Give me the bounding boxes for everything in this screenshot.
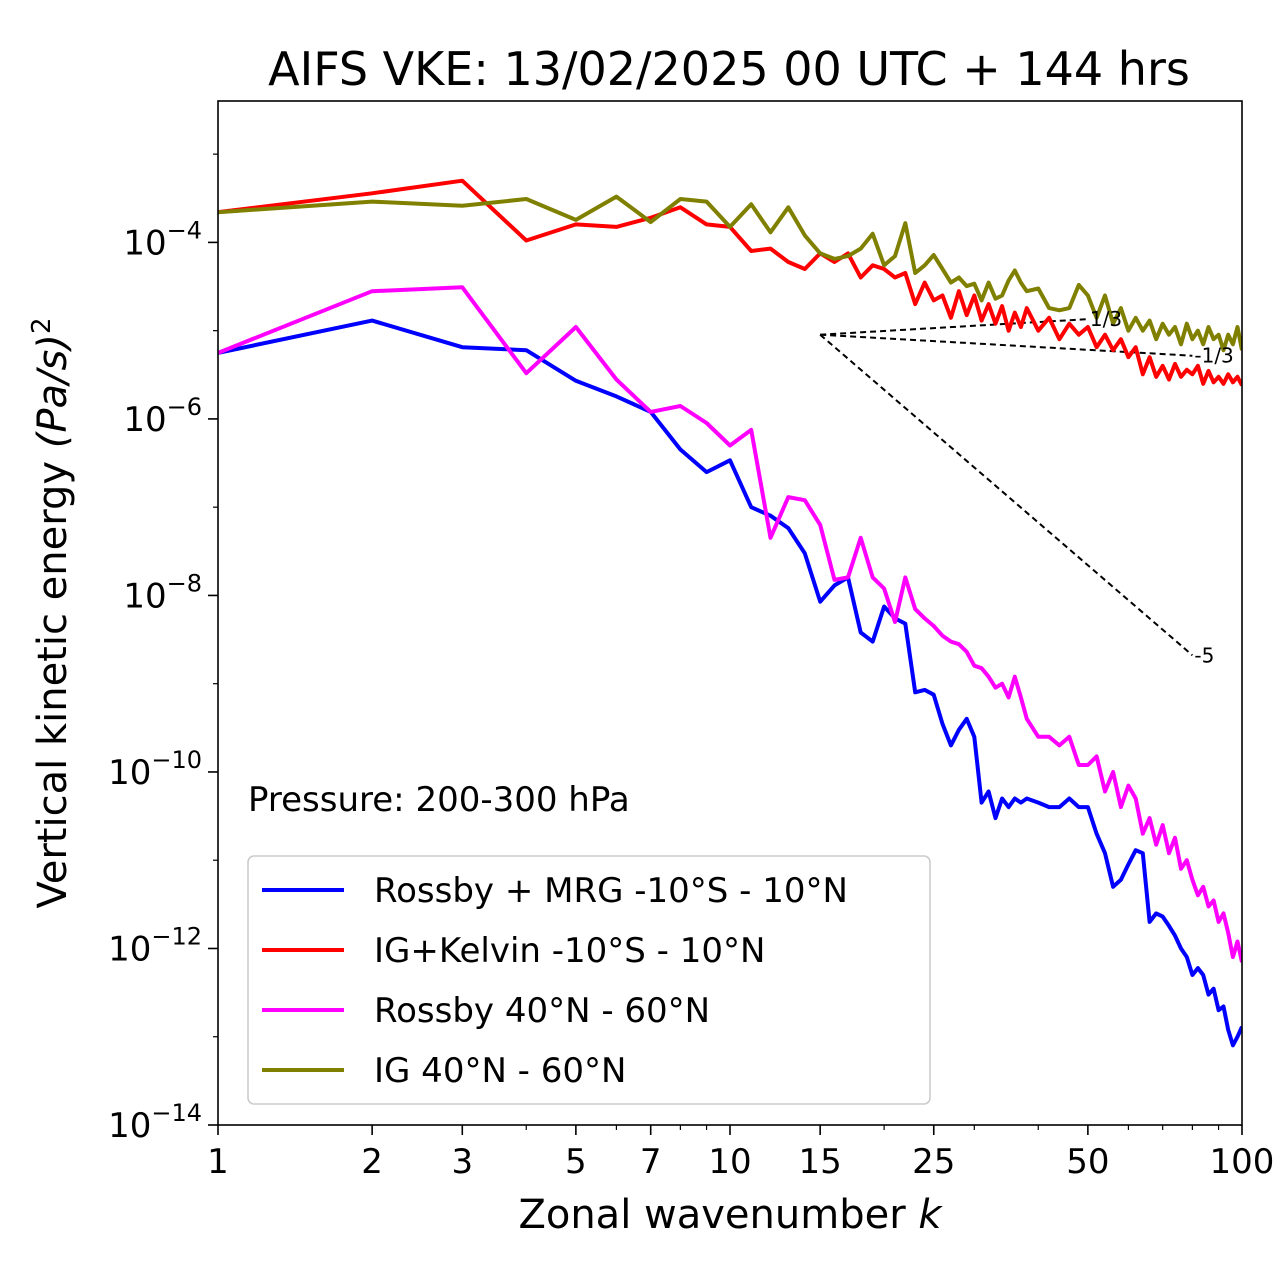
legend-box bbox=[247, 855, 931, 1105]
reference-line-labels: 1/3 -1/3 -5 bbox=[1090, 307, 1234, 667]
legend-label: Rossby 40°N - 60°N bbox=[374, 991, 710, 1031]
y-tick-label: 10−4 bbox=[123, 216, 202, 263]
series-line bbox=[218, 178, 1242, 387]
x-tick-label: 50 bbox=[1066, 1142, 1109, 1182]
reference-line-label: -1/3 bbox=[1194, 344, 1233, 368]
x-axis-label: Zonal wavenumber k bbox=[518, 1192, 943, 1238]
y-tick-label: 10−8 bbox=[123, 569, 202, 616]
x-tick-label: 3 bbox=[451, 1142, 473, 1182]
series-line bbox=[218, 285, 1242, 963]
x-tick-label: 2 bbox=[361, 1142, 383, 1182]
x-tick-label: 10 bbox=[708, 1142, 751, 1182]
chart-title: AIFS VKE: 13/02/2025 00 UTC + 144 hrs bbox=[268, 42, 1190, 96]
y-tick-label: 10−12 bbox=[108, 922, 202, 969]
reference-line-label: 1/3 bbox=[1090, 307, 1122, 331]
y-tick-label: 10−10 bbox=[108, 746, 202, 793]
x-tick-label: 15 bbox=[799, 1142, 842, 1182]
series-line bbox=[218, 194, 1242, 353]
series-lines bbox=[218, 178, 1242, 1048]
legend-label: IG+Kelvin -10°S - 10°N bbox=[374, 931, 765, 971]
reference-line bbox=[819, 333, 1194, 657]
reference-line-label: -5 bbox=[1194, 643, 1214, 667]
y-axis-ticks: 10−4 10−6 10−8 10−10 10−12 10−14 bbox=[108, 153, 218, 1146]
y-tick-label: 10−6 bbox=[123, 393, 202, 440]
y-axis-label: Vertical kinetic energy (Pa/s)2 bbox=[27, 318, 76, 909]
x-tick-label: 7 bbox=[640, 1142, 662, 1182]
reference-lines bbox=[819, 318, 1194, 657]
legend-label: Rossby + MRG -10°S - 10°N bbox=[374, 871, 848, 911]
x-tick-label: 5 bbox=[565, 1142, 587, 1182]
pressure-annotation: Pressure: 200-300 hPa bbox=[248, 780, 630, 820]
x-tick-label: 1 bbox=[207, 1142, 229, 1182]
x-tick-label: 100 bbox=[1210, 1142, 1275, 1182]
legend: Rossby + MRG -10°S - 10°N IG+Kelvin -10°S… bbox=[247, 855, 931, 1105]
x-tick-label: 25 bbox=[912, 1142, 955, 1182]
y-tick-label: 10−14 bbox=[108, 1099, 202, 1146]
legend-label: IG 40°N - 60°N bbox=[374, 1051, 626, 1091]
x-axis-ticks: 1 2 3 5 7 10 15 25 50 100 bbox=[207, 1125, 1274, 1182]
